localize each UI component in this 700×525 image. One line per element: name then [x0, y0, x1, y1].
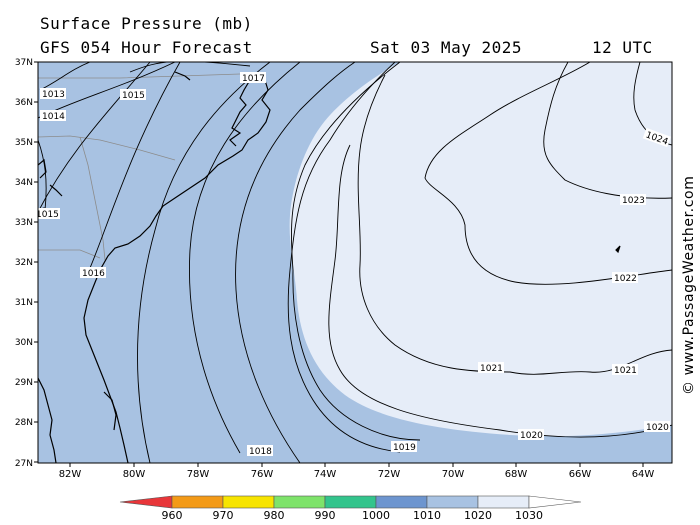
contour-label: 1017: [240, 72, 266, 84]
legend-segment: [426, 495, 479, 509]
lat-ticks: [34, 61, 38, 463]
legend-labels: 960 970 980 990 1000 1010 1020 1030: [162, 509, 544, 522]
lon-label: 72W: [378, 469, 401, 480]
legend-label: 980: [264, 509, 285, 522]
svg-text:1020: 1020: [520, 431, 543, 441]
lat-label: 32N: [15, 258, 33, 268]
lat-label: 33N: [15, 218, 33, 228]
legend-arrow-low: [119, 495, 173, 509]
contour-label: 1018: [247, 445, 273, 457]
state-borders: [38, 73, 241, 261]
contour-labels: 1013 1015 1014 1015 1016 1017 1018 1019 …: [36, 72, 671, 457]
svg-text:1021: 1021: [614, 366, 637, 376]
legend-label: 970: [213, 509, 234, 522]
lat-label: 37N: [15, 58, 33, 68]
svg-text:1020: 1020: [646, 423, 669, 433]
lat-label: 36N: [15, 98, 33, 108]
svg-text:1013: 1013: [42, 90, 65, 100]
lon-label: 70W: [442, 469, 465, 480]
legend-colorbar: [119, 495, 582, 509]
legend-segment: [477, 495, 530, 509]
lat-label: 27N: [15, 459, 33, 469]
lat-label: 30N: [15, 338, 33, 348]
credit-text: © www.PassageWeather.com: [681, 175, 697, 395]
contour-label: 1015: [36, 208, 60, 220]
contour-label: 1020: [644, 421, 670, 433]
lat-label: 28N: [15, 418, 33, 428]
lat-label: 34N: [15, 178, 33, 188]
legend-segment: [171, 495, 224, 509]
svg-text:1018: 1018: [249, 447, 272, 457]
contour-label: 1016: [80, 267, 106, 279]
pressure-band-1020-1030: [289, 62, 672, 437]
legend-label: 990: [315, 509, 336, 522]
lon-labels: 82W 80W 78W 76W 74W 72W 70W 68W 66W 64W: [59, 469, 655, 480]
contour-label: 1021: [612, 364, 638, 376]
forecast-label: GFS 054 Hour Forecast: [40, 38, 253, 57]
lat-label: 31N: [15, 298, 33, 308]
svg-text:1023: 1023: [622, 196, 645, 206]
svg-text:1017: 1017: [242, 74, 265, 84]
lat-labels: 37N 36N 35N 34N 33N 32N 31N 30N 29N 28N …: [15, 58, 33, 469]
contour-label: 1014: [40, 110, 66, 122]
contour-label: 1022: [612, 272, 638, 284]
legend-segment: [273, 495, 326, 509]
legend-label: 1010: [413, 509, 441, 522]
svg-text:1016: 1016: [82, 269, 105, 279]
svg-text:1015: 1015: [36, 210, 59, 220]
contour-label: 1013: [40, 88, 66, 100]
isobars: [38, 62, 672, 463]
svg-text:1015: 1015: [122, 91, 145, 101]
forecast-time: 12 UTC: [592, 38, 653, 57]
legend-segment: [324, 495, 377, 509]
lat-label: 35N: [15, 138, 33, 148]
lon-label: 80W: [123, 469, 146, 480]
lon-label: 66W: [569, 469, 592, 480]
lat-label: 29N: [15, 378, 33, 388]
contour-label: 1019: [391, 441, 417, 453]
lon-label: 78W: [187, 469, 210, 480]
svg-text:1022: 1022: [614, 274, 637, 284]
lon-label: 64W: [632, 469, 655, 480]
chart-title: Surface Pressure (mb): [40, 14, 253, 33]
legend-label: 960: [162, 509, 183, 522]
lon-ticks: [69, 463, 644, 467]
forecast-date: Sat 03 May 2025: [370, 38, 522, 57]
lon-label: 76W: [251, 469, 274, 480]
svg-text:1021: 1021: [480, 364, 503, 374]
legend-arrow-high: [528, 495, 582, 509]
lon-label: 74W: [314, 469, 337, 480]
contour-label: 1023: [620, 194, 646, 206]
contour-label: 1015: [120, 89, 146, 101]
lon-label: 68W: [505, 469, 528, 480]
legend-segment: [222, 495, 275, 509]
legend-label: 1000: [362, 509, 390, 522]
legend-label: 1020: [464, 509, 492, 522]
svg-text:1014: 1014: [42, 112, 65, 122]
legend-label: 1030: [515, 509, 543, 522]
contour-label: 1021: [478, 362, 504, 374]
legend-segment: [375, 495, 428, 509]
svg-text:1019: 1019: [393, 443, 416, 453]
contour-label: 1020: [518, 429, 544, 441]
lon-label: 82W: [59, 469, 82, 480]
